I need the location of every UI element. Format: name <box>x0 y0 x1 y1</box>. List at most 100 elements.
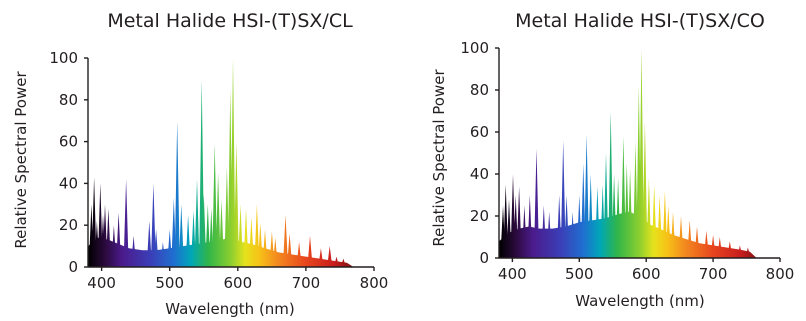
spectral-peak <box>611 174 617 258</box>
chart-title: Metal Halide HSI-(T)SX/CL <box>107 10 353 32</box>
spectral-peak <box>160 241 166 267</box>
plot-area <box>499 48 757 258</box>
spectral-peak <box>237 204 244 267</box>
spectral-peak <box>287 233 293 267</box>
y-tick-label: 80 <box>470 81 489 99</box>
spectral-peak <box>657 195 663 258</box>
x-tick-label: 600 <box>223 274 252 292</box>
spectral-peak <box>588 174 594 258</box>
spectral-peak <box>327 246 333 267</box>
spectral-peak <box>269 231 275 267</box>
spectral-peak <box>233 141 239 267</box>
spectral-peak <box>564 195 570 258</box>
spectral-peak <box>201 193 207 267</box>
y-tick-label: 20 <box>470 207 489 225</box>
spectral-peak <box>642 121 648 258</box>
spectral-peak <box>615 178 621 258</box>
spectral-peak <box>190 210 197 267</box>
spectral-peak <box>218 200 225 267</box>
spectral-peak <box>533 148 540 258</box>
spectral-peak <box>167 229 173 267</box>
spectral-peak <box>333 256 340 267</box>
x-tick-label: 400 <box>498 265 527 283</box>
spectral-peak <box>111 225 117 267</box>
axis-ticks: 0 20 40 60 80 100 400 500 600 700 800 <box>49 49 388 292</box>
spectral-peak <box>254 204 260 267</box>
x-tick-label: 700 <box>699 265 728 283</box>
spectral-peak <box>178 204 184 267</box>
spectral-peak <box>627 169 633 258</box>
spectral-peak <box>694 226 700 258</box>
spectral-peak <box>116 212 122 267</box>
spectral-peak <box>194 179 200 267</box>
x-tick-label: 500 <box>155 274 184 292</box>
spectral-peak <box>665 205 671 258</box>
chart-title: Metal Halide HSI-(T)SX/CO <box>515 10 765 32</box>
plot-area <box>88 58 354 268</box>
spectral-peak <box>620 136 626 258</box>
y-tick-label: 40 <box>470 165 489 183</box>
spectral-peak <box>105 208 111 267</box>
spectral-peak <box>212 143 218 267</box>
spectral-peak <box>670 211 676 258</box>
spectral-peak <box>257 223 263 267</box>
y-tick-label: 40 <box>59 174 78 192</box>
spectral-peak <box>272 237 278 267</box>
spectral-peak <box>150 183 156 267</box>
y-tick-label: 60 <box>470 123 489 141</box>
spectral-peak <box>594 186 600 258</box>
spectral-peak <box>560 140 566 258</box>
x-tick-label: 700 <box>292 274 321 292</box>
y-tick-label: 0 <box>68 258 78 276</box>
x-tick-label: 800 <box>360 274 389 292</box>
spectral-peak <box>608 111 614 258</box>
spectral-peak <box>678 216 684 258</box>
spectral-peak <box>123 179 129 267</box>
spectral-peak <box>710 234 716 258</box>
spectral-peak <box>230 58 236 267</box>
spectral-peak <box>131 235 137 267</box>
spectral-peak <box>215 172 221 267</box>
spectral-peak <box>727 241 733 258</box>
spectral-peak <box>340 258 346 267</box>
spectral-peak <box>527 195 533 258</box>
spectral-peak <box>651 184 657 258</box>
spectral-peak <box>318 248 324 267</box>
spectral-peak <box>737 245 743 258</box>
spectral-peak <box>262 229 268 267</box>
spectral-peak <box>503 184 509 258</box>
spectral-peak <box>576 195 582 258</box>
chart-hsi-cl: Metal Halide HSI-(T)SX/CL Relative Spect… <box>12 10 388 318</box>
spectral-peak <box>296 241 302 267</box>
spectral-peak <box>570 211 576 258</box>
axis-ticks: 0 20 40 60 80 100 400 500 600 700 800 <box>460 39 794 283</box>
spectral-peak <box>153 229 159 267</box>
spectral-peak <box>662 190 668 258</box>
x-axis-label: Wavelength (nm) <box>575 292 705 310</box>
spectral-peak <box>185 214 191 267</box>
spectral-peak <box>556 195 562 258</box>
spectral-peak <box>516 186 522 258</box>
x-tick-label: 600 <box>632 265 661 283</box>
spectral-peak <box>638 48 645 258</box>
spectral-peak <box>745 247 751 258</box>
spectral-peak <box>506 199 512 258</box>
spectral-peak <box>546 211 552 258</box>
chart-hsi-co: Metal Halide HSI-(T)SX/CO Relative Spect… <box>430 10 794 310</box>
spectral-peak <box>624 163 630 258</box>
y-tick-label: 100 <box>49 49 78 67</box>
spectral-peak <box>513 195 519 258</box>
spectral-peak <box>243 208 249 267</box>
spectral-peak <box>603 153 609 258</box>
y-tick-label: 20 <box>59 216 78 234</box>
x-tick-label: 800 <box>766 265 795 283</box>
x-axis-label: Wavelength (nm) <box>165 300 295 318</box>
spectral-peak <box>282 214 289 267</box>
y-tick-label: 80 <box>59 91 78 109</box>
spectral-peak <box>248 216 254 267</box>
spectral-peak <box>687 220 693 258</box>
spectral-peak <box>102 204 108 267</box>
spectral-peak <box>146 221 152 267</box>
x-tick-label: 400 <box>87 274 116 292</box>
spectral-peak <box>521 205 527 258</box>
